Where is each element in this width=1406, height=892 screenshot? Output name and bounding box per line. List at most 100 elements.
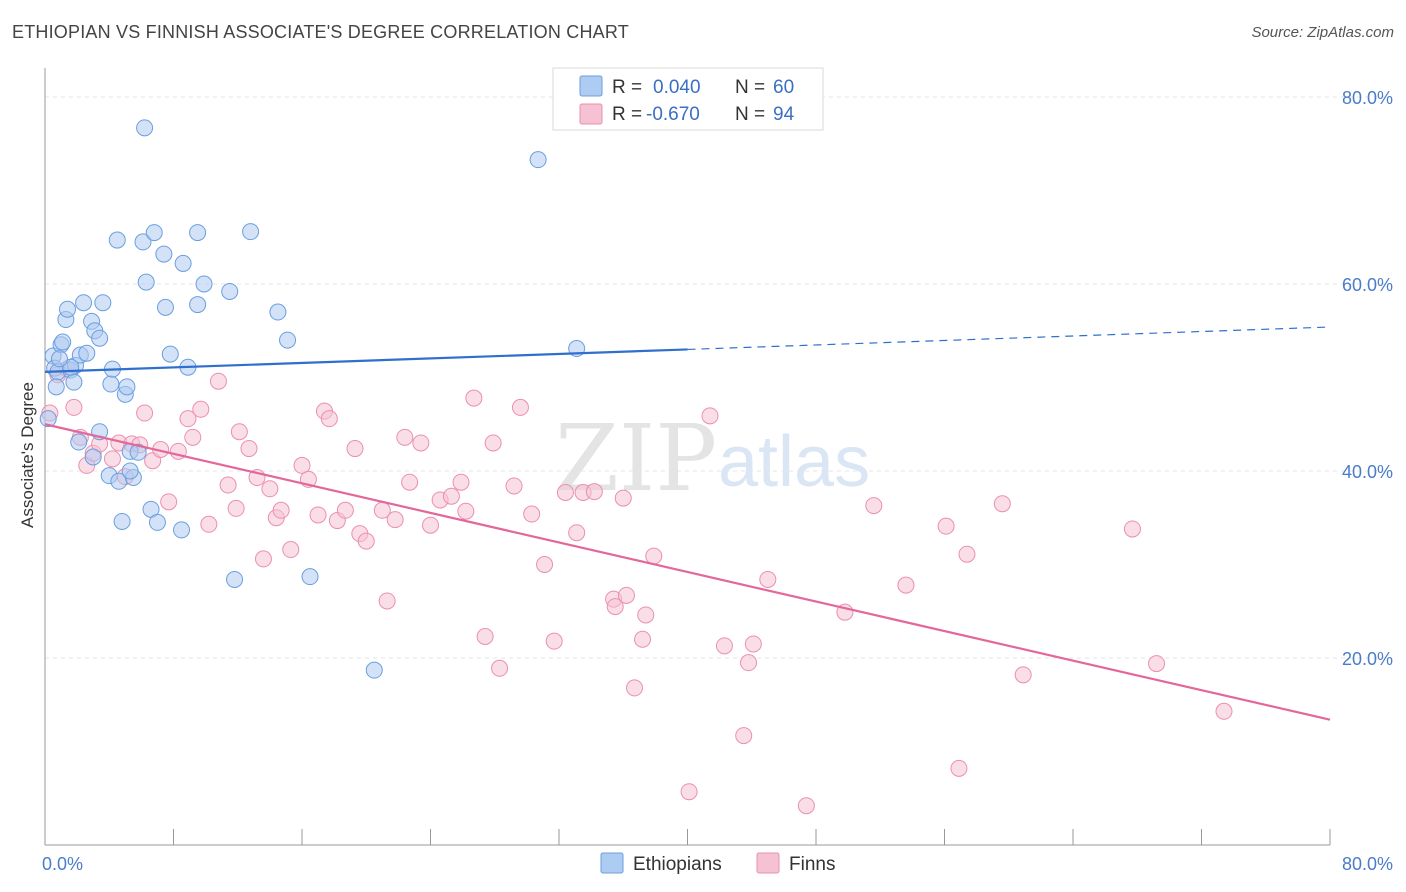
ethiopians-point: [145, 224, 163, 242]
finns-point: [320, 410, 338, 428]
legend-n-value-ethiopians: 60: [773, 77, 794, 98]
finns-point: [545, 632, 563, 650]
finns-point: [209, 372, 227, 390]
y-tick-label: 60.0%: [1342, 275, 1393, 295]
finns-point: [422, 516, 439, 534]
finns-point: [759, 570, 777, 588]
ethiopians-point: [269, 303, 287, 321]
bottom-legend-ethiopians: Ethiopians: [633, 854, 722, 875]
legend-r-label: R =: [612, 104, 642, 125]
ethiopians-point: [195, 275, 213, 293]
ethiopians-point: [156, 298, 174, 316]
ethiopians-trend-extension: [687, 326, 1331, 351]
trend-lines: [44, 326, 1331, 721]
ethiopians-point: [189, 296, 207, 314]
finns-point: [614, 489, 632, 507]
finns-point: [950, 759, 968, 777]
finns-point: [491, 659, 509, 677]
finns-point: [505, 477, 523, 495]
finns-point: [272, 501, 290, 519]
finns-point: [523, 505, 541, 523]
finns-point: [536, 556, 554, 573]
finns-point: [357, 532, 375, 550]
ethiopians-point: [226, 570, 244, 588]
finns-point: [401, 473, 419, 491]
finns-point: [309, 506, 327, 524]
finns-point: [735, 727, 753, 745]
finns-point: [797, 797, 815, 815]
bottom-legend-swatch-finns: [756, 852, 780, 874]
finns-point: [227, 499, 245, 517]
finns-point: [937, 517, 955, 535]
finns-point: [1148, 655, 1166, 673]
ethiopians-point: [242, 223, 260, 241]
bottom-legend: Ethiopians Finns: [600, 852, 835, 875]
finns-point: [412, 434, 430, 452]
ethiopians-point: [54, 333, 72, 351]
finns-point: [336, 501, 354, 519]
ethiopians-point: [189, 224, 207, 242]
ethiopians-point: [155, 245, 173, 263]
legend-r-value-finns: -0.670: [646, 104, 700, 125]
ethiopians-point: [58, 300, 76, 318]
finns-point: [680, 783, 698, 801]
finns-point: [346, 440, 364, 458]
ethiopians-point: [134, 233, 152, 251]
ethiopians-point: [47, 378, 65, 396]
legend-n-value-finns: 94: [773, 104, 795, 125]
finns-point: [645, 547, 663, 565]
finns-point: [179, 410, 197, 428]
finns-point: [568, 524, 586, 542]
finns-point: [240, 440, 258, 458]
finns-point: [511, 398, 529, 416]
finns-point: [993, 495, 1011, 513]
watermark-atlas: atlas: [718, 422, 870, 502]
ethiopians-point: [39, 410, 57, 428]
finns-point: [701, 407, 719, 425]
legend-swatch-ethiopians: [579, 75, 603, 97]
ethiopians-point: [221, 282, 239, 300]
finns-point: [585, 483, 603, 501]
legend-r-label: R =: [612, 77, 642, 98]
legend-n-label: N =: [735, 104, 765, 125]
ethiopians-point: [301, 568, 319, 586]
finns-point: [452, 473, 470, 491]
ethiopians-point: [174, 254, 192, 272]
finns-point: [556, 484, 574, 502]
finns-point: [254, 550, 272, 568]
ethiopians-point: [102, 375, 120, 393]
grid-lines: [45, 96, 1392, 659]
ethiopians-point: [113, 512, 131, 530]
ethiopians-point: [148, 513, 166, 531]
finns-trend-line: [44, 423, 1331, 721]
finns-point: [261, 480, 279, 498]
x-tick-label: 0.0%: [42, 854, 83, 874]
finns-point: [465, 389, 483, 407]
finns-point: [200, 515, 218, 533]
ethiopians-point: [279, 331, 297, 349]
x-tick-label: 80.0%: [1342, 854, 1393, 874]
finns-point: [606, 598, 624, 616]
finns-point: [396, 428, 414, 446]
ethiopians-point: [118, 378, 136, 396]
ethiopians-point: [50, 350, 68, 368]
finns-point: [634, 630, 652, 648]
finns-point: [442, 487, 460, 505]
finns-point: [65, 398, 83, 416]
finns-point: [103, 450, 121, 468]
finns-point: [1215, 702, 1233, 720]
ethiopians-point: [365, 661, 383, 679]
finns-point: [230, 423, 248, 441]
finns-point: [1123, 520, 1141, 538]
finns-point: [897, 576, 915, 594]
y-tick-label: 20.0%: [1342, 649, 1393, 669]
finns-point: [740, 654, 758, 672]
ethiopians-point: [161, 345, 179, 363]
finns-point: [637, 606, 655, 624]
ethiopians-point: [173, 521, 191, 539]
bottom-legend-finns: Finns: [789, 854, 835, 875]
ethiopians-point: [70, 433, 88, 451]
finns-point: [1014, 666, 1032, 684]
ethiopians-point: [136, 119, 154, 137]
finns-point: [293, 456, 311, 474]
